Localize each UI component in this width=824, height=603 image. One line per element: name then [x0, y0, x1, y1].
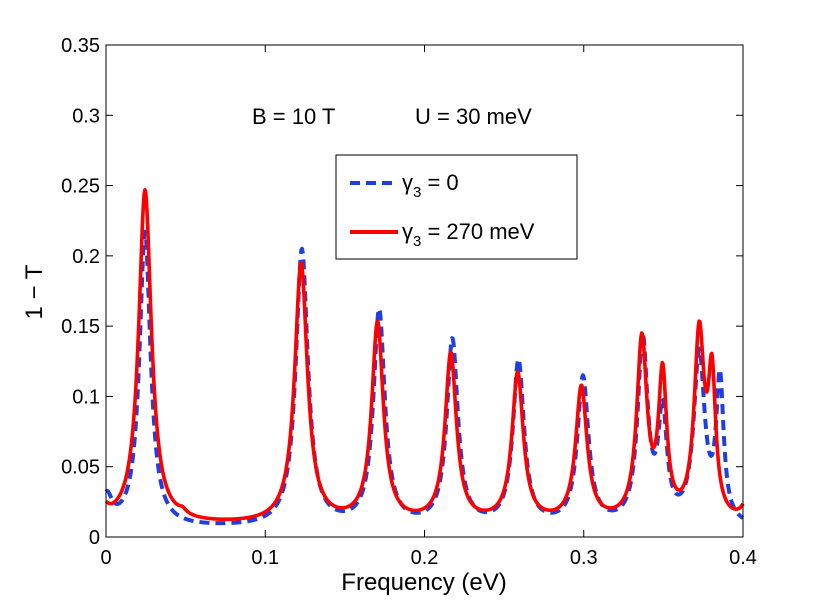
x-tick-label: 0	[100, 547, 111, 569]
x-tick-label: 0.3	[570, 547, 598, 569]
x-axis-label: Frequency (eV)	[341, 569, 506, 596]
x-tick-label: 0.4	[729, 547, 757, 569]
series-line-1	[104, 188, 745, 522]
plot-area	[106, 45, 743, 537]
legend-box	[335, 154, 578, 260]
legend-label-gamma3-0: γ3 = 0	[402, 170, 459, 201]
y-tick-label: 0.35	[61, 35, 100, 57]
annotation-b: B = 10 T	[252, 104, 335, 129]
series-layer	[104, 188, 745, 526]
y-tick-label: 0.3	[72, 105, 100, 127]
x-tick-label: 0.1	[251, 547, 279, 569]
annotation-u: U = 30 meV	[415, 104, 532, 129]
y-axis-label: 1 − T	[21, 264, 48, 319]
y-tick-label: 0	[89, 527, 100, 549]
axes-layer: 0 0.1 0.2 0.3 0.4 0 0.05 0.1 0.15 0.2 0.25 0.3 0.35	[61, 35, 757, 569]
y-tick-label: 0.15	[61, 316, 100, 338]
plot-background	[106, 45, 743, 537]
legend: γ3 = 0 γ3 = 270 meV	[335, 154, 578, 260]
y-tick-label: 0.25	[61, 176, 100, 198]
y-tick-label: 0.05	[61, 457, 100, 479]
y-tick-label: 0.1	[72, 386, 100, 408]
y-tick-label: 0.2	[72, 246, 100, 268]
x-tick-label: 0.2	[411, 547, 439, 569]
legend-label-gamma3-270: γ3 = 270 meV	[402, 219, 535, 250]
